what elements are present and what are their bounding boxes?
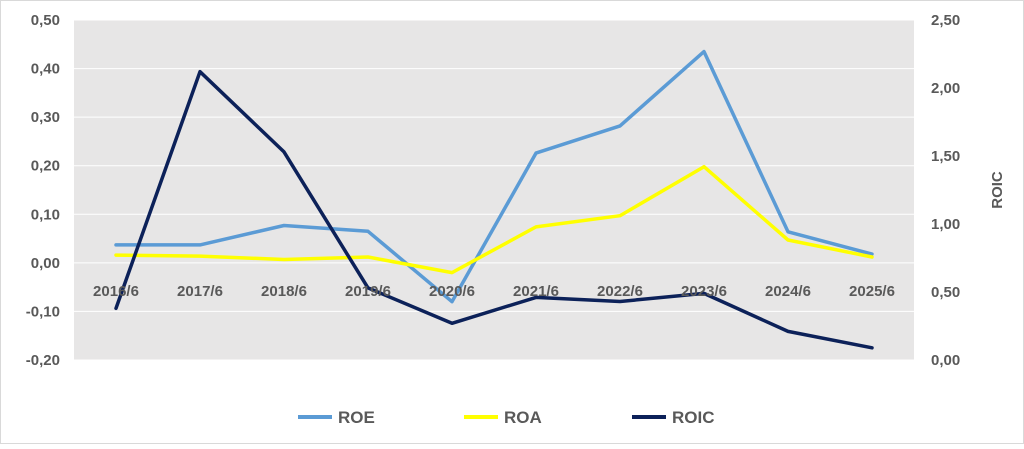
left-tick-label: -0,20 (26, 352, 60, 369)
series-lines (114, 49, 874, 350)
left-tick-label: 0,20 (31, 158, 60, 175)
left-tick-label: 0,40 (31, 61, 60, 78)
left-y-axis: 0,50 0,40 0,30 0,20 0,10 0,00 -0,10 -0,20 (26, 12, 60, 369)
right-tick-label: 1,00 (931, 216, 960, 233)
right-tick-label: 0,00 (931, 352, 960, 369)
x-tick-label: 2016/6 (93, 283, 139, 300)
x-tick-label: 2022/6 (597, 283, 643, 300)
legend-label-roe: ROE (338, 408, 375, 427)
x-tick-label: 2018/6 (261, 283, 307, 300)
left-tick-label: -0,10 (26, 303, 60, 320)
left-tick-label: 0,30 (31, 109, 60, 126)
legend: ROE ROA ROIC (298, 408, 715, 427)
left-tick-label: 0,00 (31, 255, 60, 272)
x-tick-label: 2025/6 (849, 283, 895, 300)
plot-area (74, 20, 914, 360)
legend-label-roa: ROA (504, 408, 542, 427)
left-tick-label: 0,50 (31, 12, 60, 29)
legend-label-roic: ROIC (672, 408, 715, 427)
x-tick-label: 2024/6 (765, 283, 811, 300)
right-tick-label: 2,50 (931, 12, 960, 29)
series-line-roe (114, 49, 874, 304)
right-tick-label: 2,00 (931, 80, 960, 97)
series-line-roa (114, 164, 874, 275)
x-tick-label: 2021/6 (513, 283, 559, 300)
left-tick-label: 0,10 (31, 206, 60, 223)
right-y-axis-title: ROIC (989, 171, 1006, 209)
right-tick-label: 0,50 (931, 284, 960, 301)
x-tick-label: 2019/6 (345, 283, 391, 300)
x-tick-label: 2017/6 (177, 283, 223, 300)
x-axis-labels: 2016/6 2017/6 2018/6 2019/6 2020/6 2021/6 2022… (93, 283, 895, 300)
x-tick-label: 2023/6 (681, 283, 727, 300)
x-tick-label: 2020/6 (429, 283, 475, 300)
right-tick-label: 1,50 (931, 148, 960, 165)
right-y-axis: 2,50 2,00 1,50 1,00 0,50 0,00 (931, 12, 960, 369)
series-line-roic (114, 69, 874, 350)
